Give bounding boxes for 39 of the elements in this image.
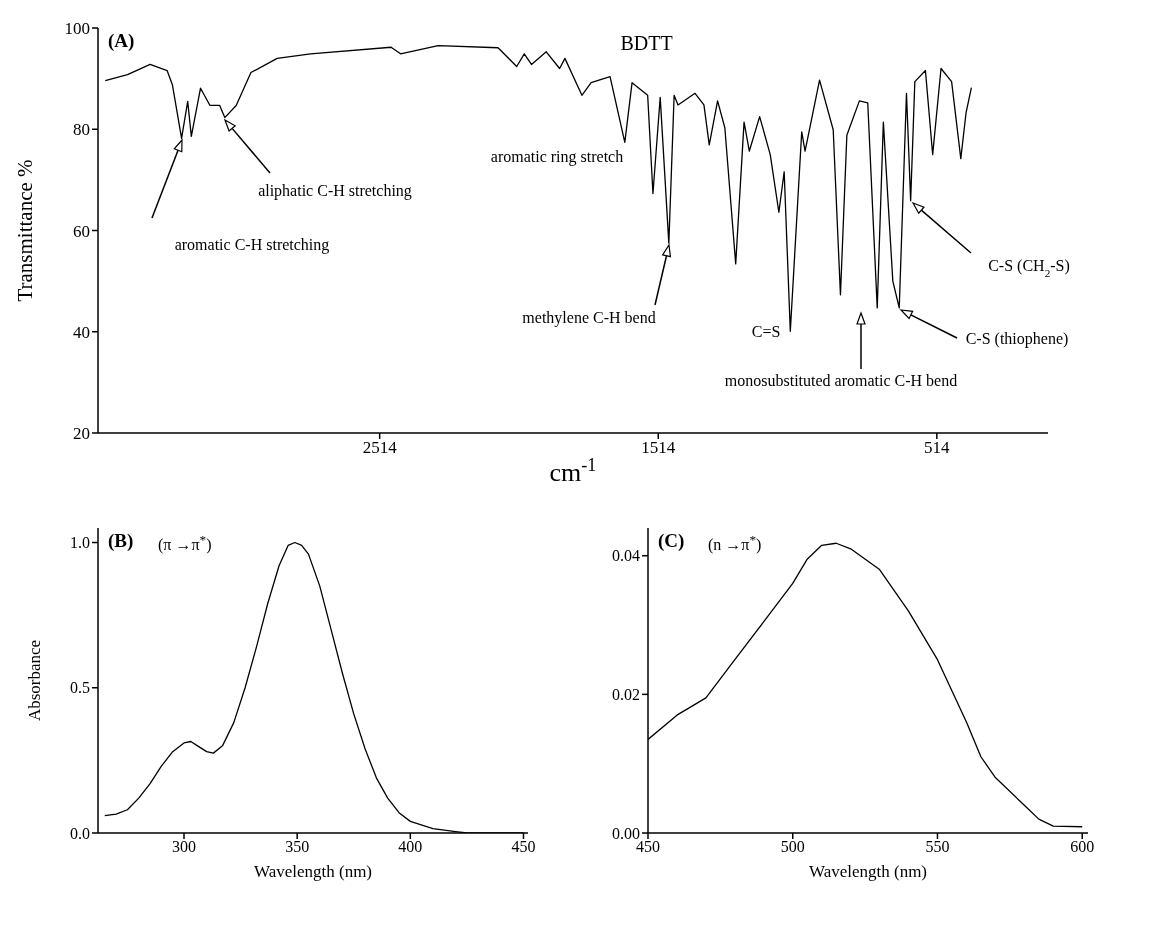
x-tick-label: 514 [924,438,951,458]
annotation: C-S (CH$_{2}$-S) [988,257,1070,279]
annotation: C-S (thiophene) [965,330,1069,348]
chart-subtitle: (n →π$^{*}$) [708,532,762,555]
x-tick-label: 300 [172,838,196,856]
x-tick-label: 1514 [641,438,676,458]
y-axis-title: Absorbance [25,639,44,722]
x-tick-label: 600 [1070,838,1095,856]
annotation: methylene C-H bend [522,309,656,327]
x-tick-label: 500 [780,838,805,856]
y-tick-label: 0.0 [70,824,90,842]
y-tick-label: 0.5 [70,679,90,697]
annotation: aromatic ring stretch [490,148,624,166]
y-tick-label: 40 [73,322,90,342]
annotation: aromatic C-H stretching [174,236,330,254]
annotation: aliphatic C-H stretching [258,182,412,200]
y-axis-title: Transmittance % [13,159,37,302]
x-tick-label: 550 [925,838,950,856]
y-tick-label: 60 [73,221,90,241]
y-tick-label: 0.04 [612,547,640,565]
y-tick-label: 0.02 [612,686,640,704]
x-tick-label: 400 [398,838,423,856]
chart-subtitle: (π →π$^{*}$) [158,532,212,555]
chart-title: (B) [108,530,134,552]
annotation: monosubstituted aromatic C-H bend [724,372,958,389]
x-axis-title: cm$^{-1}$ [549,455,597,487]
chart-title: (C) [658,530,685,552]
y-tick-label: 20 [73,424,90,444]
chart-subtitle: BDTT [620,32,673,55]
x-tick-label: 2514 [362,438,398,458]
y-tick-label: 1.0 [70,534,90,552]
annotation: C=S [751,323,781,340]
chart-title: (A) [108,30,135,52]
x-axis-title: Wavelength (nm) [808,862,928,881]
y-tick-label: 100 [64,19,90,39]
x-axis-title: Wavelength (nm) [253,862,373,881]
y-tick-label: 80 [73,120,90,140]
x-tick-label: 350 [285,838,310,856]
x-tick-label: 450 [511,838,536,856]
